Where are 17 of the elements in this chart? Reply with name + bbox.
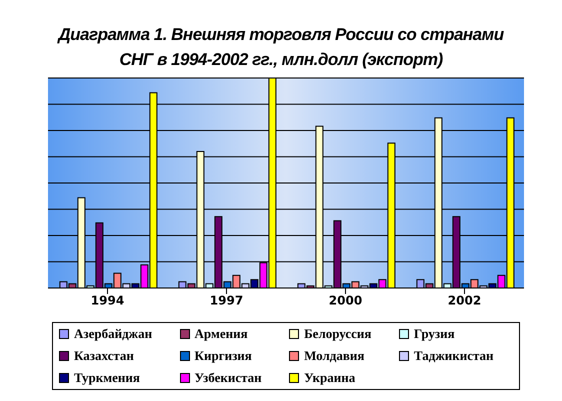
- legend-label: Белоруссия: [304, 326, 372, 342]
- legend-label: Туркмения: [74, 370, 140, 386]
- legend-label: Молдавия: [304, 348, 364, 364]
- legend-label: Украина: [304, 370, 356, 386]
- legend-label: Таджикистан: [414, 348, 494, 364]
- legend-label: Казахстан: [74, 348, 134, 364]
- chart-title: Диаграмма 1. Внешняя торговля России со странами: [56, 24, 505, 46]
- legend-label: Узбекистан: [194, 370, 262, 386]
- chart-subtitle: СНГ в 1994-2002 гг., млн.долл (экспорт): [118, 49, 444, 71]
- legend-label: Киргизия: [194, 348, 252, 364]
- x-tick-label: 1994: [90, 294, 124, 308]
- x-tick-label: 2000: [328, 294, 362, 308]
- x-tick-label: 1997: [210, 294, 244, 308]
- legend-label: Азербайджан: [74, 326, 152, 342]
- legend-label: Армения: [194, 326, 248, 342]
- legend-label: Грузия: [414, 326, 455, 342]
- x-tick-label: 2002: [448, 294, 482, 308]
